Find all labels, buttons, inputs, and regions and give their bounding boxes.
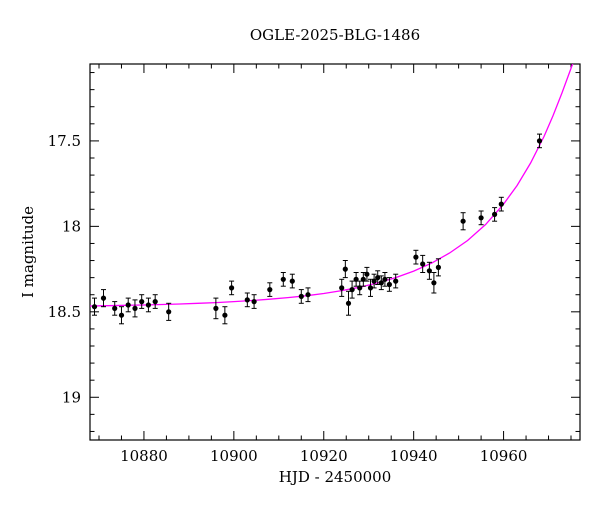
data-point xyxy=(112,301,118,316)
data-point xyxy=(91,297,98,316)
data-point xyxy=(353,272,359,287)
data-point xyxy=(371,273,377,289)
data-point xyxy=(378,275,384,291)
svg-text:17.5: 17.5 xyxy=(48,132,81,150)
svg-text:10880: 10880 xyxy=(120,447,168,465)
data-point xyxy=(349,280,355,299)
data-point xyxy=(460,212,466,231)
data-point xyxy=(342,260,348,279)
data-point xyxy=(420,254,426,273)
data-point xyxy=(139,294,145,309)
svg-text:10960: 10960 xyxy=(480,447,528,465)
data-point xyxy=(536,133,543,149)
data-point xyxy=(298,289,304,304)
data-point xyxy=(339,278,345,297)
data-point xyxy=(478,210,484,226)
data-point xyxy=(267,282,273,297)
data-point xyxy=(360,272,366,287)
data-point xyxy=(145,297,151,313)
x-axis-label: HJD - 2450000 xyxy=(278,468,392,486)
y-axis-label: I magnitude xyxy=(19,205,37,299)
data-point xyxy=(386,277,392,292)
data-point xyxy=(367,278,374,297)
data-point xyxy=(364,266,370,282)
data-point xyxy=(357,280,363,296)
svg-text:10940: 10940 xyxy=(390,447,438,465)
data-point xyxy=(118,306,125,325)
data-point xyxy=(213,297,219,320)
svg-text:10900: 10900 xyxy=(210,447,258,465)
svg-text:19: 19 xyxy=(62,388,81,406)
svg-text:10920: 10920 xyxy=(300,447,348,465)
data-point xyxy=(222,306,228,325)
data-point xyxy=(132,299,138,318)
data-point xyxy=(426,261,432,280)
data-point xyxy=(382,272,388,287)
svg-text:18.5: 18.5 xyxy=(48,303,81,321)
data-point xyxy=(305,287,311,303)
data-point xyxy=(152,294,158,309)
data-point xyxy=(100,289,107,308)
x-ticks xyxy=(98,64,572,440)
data-point xyxy=(413,249,419,265)
data-point xyxy=(492,207,498,222)
model-curve xyxy=(90,64,574,307)
plot-frame xyxy=(89,63,581,441)
data-point xyxy=(431,272,437,294)
y-ticks xyxy=(90,72,580,432)
data-points xyxy=(91,133,543,325)
data-point xyxy=(251,294,257,309)
data-point xyxy=(280,272,286,287)
x-tick-labels: 10880 10900 10920 10940 10960 xyxy=(120,447,527,465)
data-point xyxy=(498,196,504,212)
data-point xyxy=(244,292,250,308)
chart-title: OGLE-2025-BLG-1486 xyxy=(249,26,421,44)
data-point xyxy=(166,302,172,321)
data-point xyxy=(125,297,131,313)
data-point xyxy=(435,258,441,277)
data-point xyxy=(289,273,295,289)
y-tick-labels: 17.5 18 18.5 19 xyxy=(48,132,81,406)
data-point xyxy=(345,290,352,316)
data-point xyxy=(393,273,399,289)
svg-text:18: 18 xyxy=(62,217,81,235)
data-point xyxy=(229,280,235,296)
